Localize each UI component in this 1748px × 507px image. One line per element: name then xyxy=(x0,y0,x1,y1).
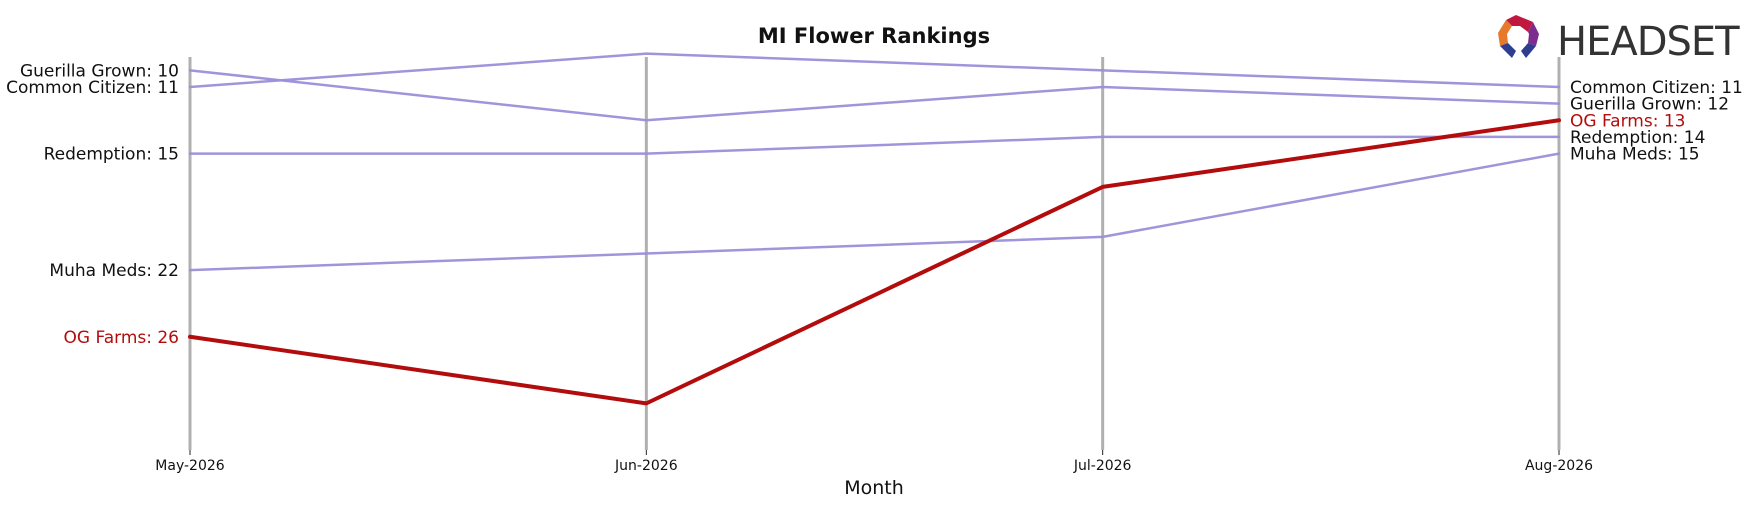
series-line-redemption xyxy=(188,135,1561,155)
x-tick-label-jun-2026: Jun-2026 xyxy=(614,458,678,474)
x-axis-label: Month xyxy=(844,477,904,499)
series-line-common-citizen xyxy=(188,52,1561,89)
x-tick-label-may-2026: May-2026 xyxy=(155,458,224,474)
end-label-common-citizen: Common Citizen: 11 xyxy=(1570,78,1743,98)
start-label-guerilla-grown: Guerilla Grown: 10 xyxy=(20,61,179,81)
end-label-guerilla-grown: Guerilla Grown: 12 xyxy=(1570,95,1729,115)
end-label-redemption: Redemption: 14 xyxy=(1570,128,1705,148)
series-line-guerilla-grown xyxy=(188,69,1561,122)
start-label-og-farms: OG Farms: 26 xyxy=(64,328,179,348)
headset-logo-icon xyxy=(1498,15,1539,58)
start-label-common-citizen: Common Citizen: 11 xyxy=(6,78,179,98)
x-tick-label-jul-2026: Jul-2026 xyxy=(1073,458,1132,474)
end-label-muha-meds: Muha Meds: 15 xyxy=(1570,145,1700,165)
headset-logo: HEADSET xyxy=(1498,15,1741,65)
x-axis-ticks: May-2026 Jun-2026 Jul-2026 Aug-2026 xyxy=(155,450,1593,474)
headset-logo-text: HEADSET xyxy=(1557,19,1740,65)
x-tick-label-aug-2026: Aug-2026 xyxy=(1525,458,1593,474)
chart-title: MI Flower Rankings xyxy=(758,24,990,48)
start-label-muha-meds: Muha Meds: 22 xyxy=(49,261,179,281)
series-lines xyxy=(188,52,1561,406)
month-gridlines xyxy=(188,57,1561,450)
end-label-og-farms: OG Farms: 13 xyxy=(1570,111,1685,131)
start-label-redemption: Redemption: 15 xyxy=(44,145,179,165)
series-line-muha-meds xyxy=(188,152,1561,272)
series-line-og-farms xyxy=(188,118,1561,406)
